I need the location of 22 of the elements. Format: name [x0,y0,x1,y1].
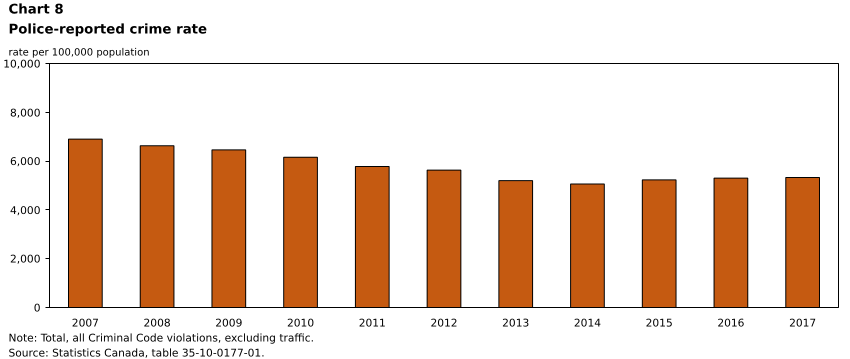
y-tick-label: 6,000 [10,155,41,168]
chart-title: Chart 8 [8,2,64,18]
y-tick-label: 8,000 [10,106,41,120]
x-tick-label: 2011 [358,316,386,330]
x-tick-label: 2017 [789,316,816,330]
y-tick-label: 2,000 [10,252,41,266]
y-tick-label: 10,000 [3,58,41,70]
text: Note: Total, all Criminal Code violations, excluding traffic. [8,332,314,344]
x-tick-label: 2016 [717,316,745,330]
x-tick-label: 2008 [144,316,171,330]
x-tick-label: 2012 [430,316,458,330]
y-axis-title: rate per 100,000 population [8,48,150,58]
x-tick-label: 2013 [502,316,530,330]
chart-subtitle: Police-reported crime rate [8,22,208,38]
y-tick-label: 4,000 [10,204,41,217]
x-tick-label: 2010 [286,316,314,330]
x-tick-label: 2014 [574,316,602,330]
source-note: Source: Statistics Canada, table 35-10-0177-01. [8,346,265,359]
y-tick-label: 0 [34,302,41,314]
x-tick-label: 2007 [72,316,99,330]
x-tick-label: 2015 [646,316,673,330]
x-tick-label: 2009 [215,316,243,330]
